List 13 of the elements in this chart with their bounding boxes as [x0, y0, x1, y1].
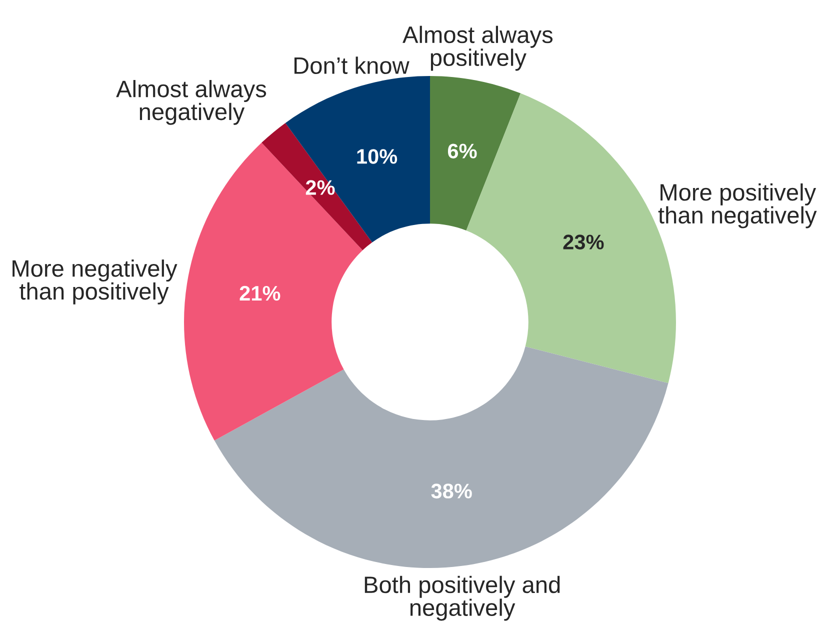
data-label: 21% [240, 286, 280, 301]
slice-label: Almost always negatively [116, 80, 266, 125]
slice-label: More negatively than positively [12, 260, 178, 304]
donut-slice [285, 76, 430, 242]
data-label: 2% [306, 180, 335, 195]
data-label: 6% [448, 144, 477, 158]
slice-label: Both positively and negatively [364, 576, 560, 621]
slice-label: More positively than negatively [658, 183, 817, 228]
donut-slice [214, 346, 668, 568]
donut-slice [430, 76, 521, 231]
data-label: 10% [357, 149, 398, 164]
data-label: 38% [431, 484, 472, 498]
data-label: 23% [563, 234, 604, 250]
